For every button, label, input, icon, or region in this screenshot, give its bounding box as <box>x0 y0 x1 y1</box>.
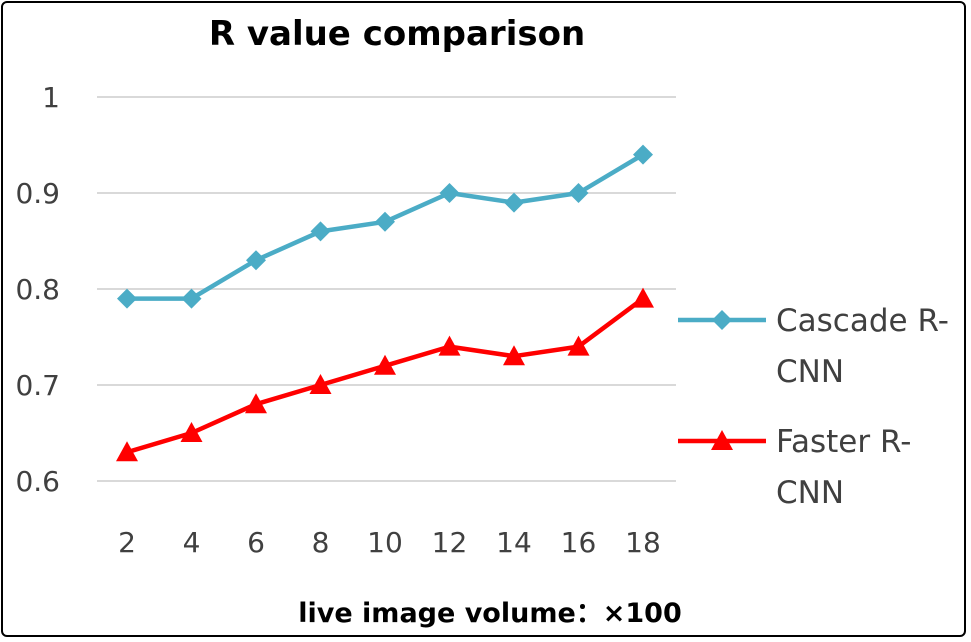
data-point-diamond <box>568 183 589 203</box>
series-group <box>116 144 654 462</box>
y-tick-label: 1 <box>42 81 60 114</box>
data-point-diamond <box>181 288 202 309</box>
data-point-diamond <box>633 144 653 165</box>
x-tick-label: 8 <box>312 526 330 559</box>
data-point-diamond <box>375 211 395 232</box>
data-point-diamond <box>246 250 266 271</box>
gridlines <box>97 96 676 482</box>
series-line <box>126 296 645 455</box>
data-point-diamond <box>439 183 460 203</box>
data-point-triangle <box>245 393 267 414</box>
x-tick-label: 2 <box>118 526 136 559</box>
data-point-diamond <box>310 221 331 242</box>
legend: Cascade R- CNN Faster R- CNN <box>678 303 949 511</box>
legend-label: Faster R- <box>776 424 911 460</box>
y-tick-label: 0.9 <box>15 177 60 210</box>
data-point-triangle <box>711 430 733 450</box>
x-tick-label: 16 <box>561 526 597 559</box>
data-point-triangle <box>438 335 461 356</box>
series-cascade-r-cnn <box>117 144 653 309</box>
y-tick-label: 0.7 <box>15 369 60 402</box>
legend-label: Cascade R- <box>776 303 949 339</box>
x-tick-label: 18 <box>625 526 661 559</box>
x-tick-label: 14 <box>496 526 532 559</box>
data-point-triangle <box>116 441 138 462</box>
series-faster-r-cnn <box>116 287 654 462</box>
data-point-triangle <box>374 354 396 375</box>
data-point-diamond <box>504 192 524 213</box>
legend-label: CNN <box>776 354 844 390</box>
y-tick-label: 0.6 <box>15 465 60 498</box>
data-point-triangle <box>180 422 203 442</box>
x-axis-label: live image volume：×100 <box>298 598 682 629</box>
data-point-triangle <box>632 287 654 308</box>
data-point-triangle <box>309 374 332 394</box>
x-tick-label: 12 <box>432 526 468 559</box>
legend-label: CNN <box>776 475 844 511</box>
x-tick-label: 4 <box>183 526 201 559</box>
data-point-triangle <box>567 335 590 356</box>
x-axis-ticks: 2 4 6 8 10 12 14 16 18 <box>118 526 661 559</box>
data-point-diamond <box>117 288 137 309</box>
data-point-triangle <box>503 345 525 366</box>
x-tick-label: 6 <box>247 526 265 559</box>
x-tick-label: 10 <box>367 526 403 559</box>
chart-title: R value comparison <box>209 14 585 54</box>
y-tick-label: 0.8 <box>15 273 60 306</box>
data-point-diamond <box>712 310 732 330</box>
y-axis-ticks: 0.6 0.7 0.8 0.9 1 <box>15 81 60 498</box>
